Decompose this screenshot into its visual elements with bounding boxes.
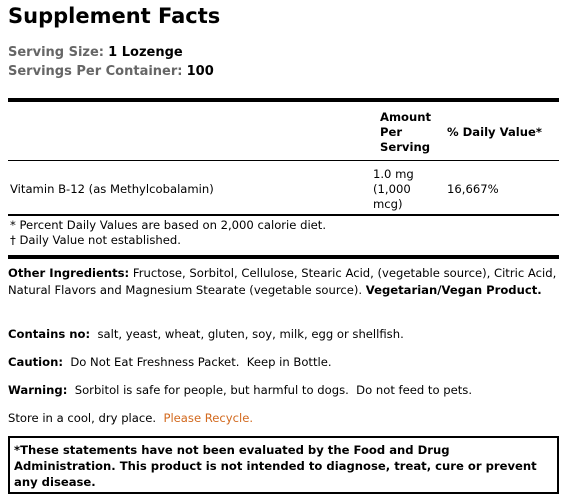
column-header: Amount Per Serving	[380, 110, 432, 154]
text: Fructose, Sorbitol, Cellulose, Stearic A…	[8, 266, 560, 297]
rule	[8, 255, 559, 259]
label: Other Ingredients:	[8, 266, 130, 280]
title: Supplement Facts	[8, 4, 221, 28]
caution: Caution: Do Not Eat Freshness Packet. Ke…	[8, 354, 332, 371]
label: Servings Per Container:	[8, 64, 183, 79]
footnote: † Daily Value not established.	[10, 233, 181, 247]
footnote: * Percent Daily Values are based on 2,00…	[10, 218, 327, 232]
text: Sorbitol is safe for people, but harmful…	[74, 383, 473, 397]
label: Warning:	[8, 383, 68, 397]
recycle-link[interactable]: Please Recycle.	[163, 411, 254, 425]
text: Do Not Eat Freshness Packet. Keep in Bot…	[70, 355, 332, 369]
value: 100	[186, 64, 214, 79]
serving-size: Serving Size: 1 Lozenge	[8, 45, 183, 60]
amount: 1.0 mg (1,000 mcg)	[373, 167, 414, 211]
value: 1 Lozenge	[108, 45, 183, 60]
emphasis: Vegetarian/Vegan Product.	[365, 283, 542, 297]
storage: Store in a cool, dry place. Please Recyc…	[8, 410, 253, 427]
servings-per-container: Servings Per Container: 100	[8, 64, 214, 79]
warning: Warning: Sorbitol is safe for people, bu…	[8, 382, 472, 399]
other-ingredients: Other Ingredients: Fructose, Sorbitol, C…	[8, 265, 560, 299]
label: Serving Size:	[8, 45, 105, 60]
rule	[8, 160, 559, 161]
rule	[8, 214, 559, 216]
rule	[8, 98, 559, 102]
text: Store in a cool, dry place.	[8, 411, 157, 425]
text: salt, yeast, wheat, gluten, soy, milk, e…	[97, 327, 404, 341]
nutrient: Vitamin B-12 (as Methylcobalamin)	[10, 182, 214, 196]
contains-no: Contains no: salt, yeast, wheat, gluten,…	[8, 326, 404, 343]
daily-value: 16,667%	[447, 182, 499, 196]
label: Caution:	[8, 355, 63, 369]
column-header: % Daily Value*	[447, 125, 542, 139]
label: Contains no:	[8, 327, 91, 341]
disclaimer: *These statements have not been evaluate…	[8, 436, 559, 494]
